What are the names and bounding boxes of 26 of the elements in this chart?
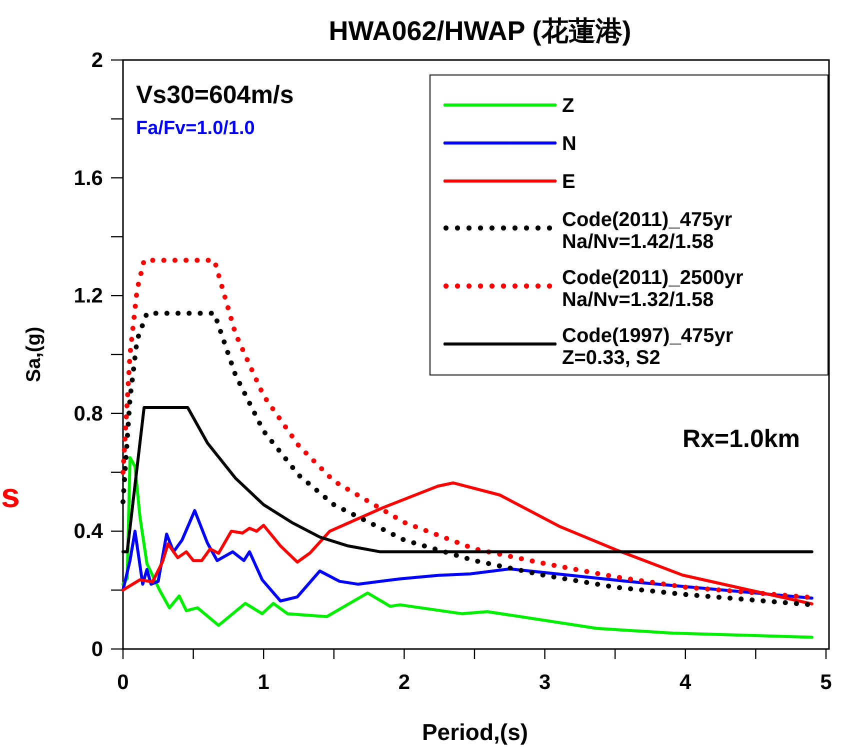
text: s	[1, 477, 20, 515]
y-tick-label: 1.2	[74, 284, 103, 308]
x-axis-title: Period,(s)	[422, 719, 528, 745]
annotation: Vs30=604m/s	[136, 81, 294, 109]
x-tick-label: 1	[258, 671, 270, 694]
legend-label: N	[562, 133, 576, 155]
legend-label: Z	[562, 95, 574, 117]
x-tick-label: 4	[680, 671, 692, 694]
legend-label: E	[562, 171, 576, 193]
y-tick-label: 0	[91, 638, 103, 661]
y-tick-label: 0.8	[74, 402, 104, 426]
x-tick-label: 3	[538, 671, 551, 694]
x-tick-label: 0	[117, 671, 129, 694]
annotation: Rx=1.0km	[682, 425, 800, 453]
legend-label: Code(1997)_475yr Z=0.33, S2	[562, 325, 734, 369]
y-tick-label: 1.6	[74, 166, 103, 190]
y-tick-label: 0.4	[74, 520, 104, 544]
annotation: Fa/Fv=1.0/1.0	[136, 118, 255, 139]
chart-title: HWA062/HWAP (花蓮港)	[328, 16, 632, 46]
line-series	[122, 456, 814, 639]
y-tick-label: 2	[91, 49, 103, 72]
x-tick-label: 2	[398, 671, 410, 694]
legend-label: Code(2011)_2500yr Na/Nv=1.32/1.58	[562, 267, 744, 311]
y-axis-title: Sa,(g)	[23, 326, 45, 382]
legend-label: Code(2011)_475yr Na/Nv=1.42/1.58	[562, 209, 732, 253]
x-tick-label: 5	[820, 671, 832, 694]
